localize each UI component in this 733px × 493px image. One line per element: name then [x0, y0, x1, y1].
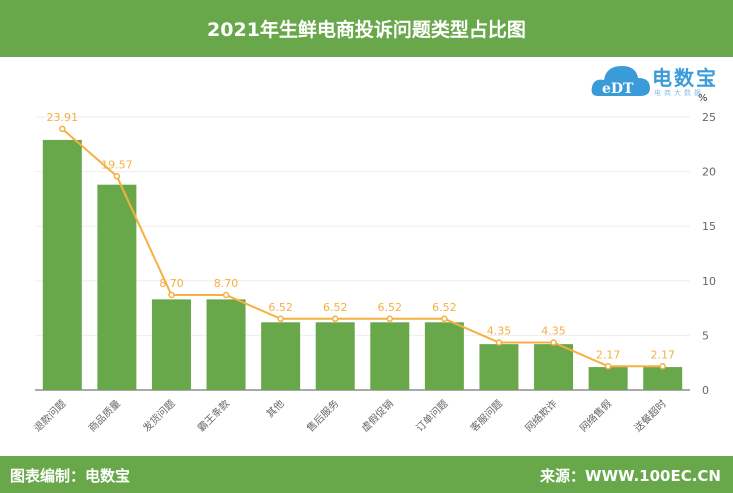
bar — [97, 184, 137, 390]
x-tick-label: 其他 — [263, 397, 286, 420]
y-tick-label: 25 — [702, 111, 716, 124]
logo-mark: eDT — [602, 81, 634, 97]
data-label: 6.52 — [268, 301, 293, 314]
x-tick-label: 送餐超时 — [631, 397, 668, 434]
line-point — [495, 339, 503, 346]
data-label: 8.70 — [159, 277, 184, 290]
x-tick-label: 售后服务 — [304, 397, 341, 434]
line-series — [61, 128, 663, 368]
bar — [261, 322, 301, 390]
y-tick-label: 15 — [702, 220, 716, 233]
x-tick-label: 退款问题 — [31, 397, 68, 434]
bar — [424, 322, 464, 390]
x-tick-label: 网络售假 — [577, 397, 614, 434]
bar — [479, 344, 519, 390]
data-label: 4.35 — [487, 324, 512, 337]
data-label: 6.52 — [323, 301, 348, 314]
data-label: 19.57 — [101, 158, 133, 171]
data-label: 2.17 — [596, 348, 621, 361]
footer-credit: 图表编制：电数宝 — [10, 467, 131, 485]
y-unit-label: % — [698, 93, 708, 104]
chart-title: 2021年生鲜电商投诉问题类型占比图 — [0, 0, 733, 57]
bar — [643, 367, 683, 390]
line-point — [550, 339, 557, 346]
bar — [151, 299, 191, 390]
y-tick-label: 5 — [702, 329, 709, 342]
brand-logo: eDT 电数宝 电商大数据 — [590, 60, 730, 100]
line-point — [113, 173, 121, 180]
line-point — [59, 125, 66, 133]
x-tick-label: 发货问题 — [140, 397, 177, 434]
bar — [370, 322, 410, 390]
y-tick-label: 0 — [702, 384, 709, 397]
cloud-logo-icon: eDT — [591, 66, 650, 97]
data-label: 23.91 — [47, 111, 79, 124]
line-point — [441, 315, 448, 323]
footer: 图表编制：电数宝 来源：WWW.100EC.CN — [0, 456, 733, 493]
line-point — [168, 291, 175, 299]
line-point — [277, 315, 284, 323]
bar — [588, 367, 628, 390]
data-label: 4.35 — [541, 324, 566, 337]
line-point — [659, 363, 666, 370]
logo-sub: 电商大数据 — [654, 89, 704, 97]
data-label: 6.52 — [432, 301, 457, 314]
bar — [315, 322, 355, 390]
data-label: 8.70 — [214, 277, 239, 290]
y-tick-label: 20 — [702, 166, 716, 179]
line-point — [222, 291, 230, 299]
x-tick-label: 网络欺诈 — [522, 397, 559, 434]
x-tick-label: 客服问题 — [468, 397, 505, 434]
x-tick-label: 订单问题 — [413, 397, 450, 434]
y-tick-label: 10 — [702, 275, 716, 288]
data-label: 6.52 — [378, 301, 403, 314]
footer-source: 来源：WWW.100EC.CN — [540, 467, 721, 485]
x-tick-label: 霸王条款 — [195, 397, 232, 434]
x-tick-label: 虚假促销 — [358, 397, 395, 434]
line-point — [604, 363, 612, 370]
bar — [534, 344, 574, 390]
line-point — [386, 315, 394, 323]
bar — [42, 139, 82, 390]
bar — [206, 299, 246, 390]
chart: 0 5 10 15 20 25% 退款问题 商品质量 发货问题 霸王条款 其他 售后服务 虚假促销 订单问… — [31, 93, 716, 434]
data-label: 2.17 — [650, 348, 675, 361]
line-point — [331, 315, 339, 323]
x-tick-label: 商品质量 — [86, 397, 123, 434]
logo-name: 电数宝 — [652, 66, 718, 90]
